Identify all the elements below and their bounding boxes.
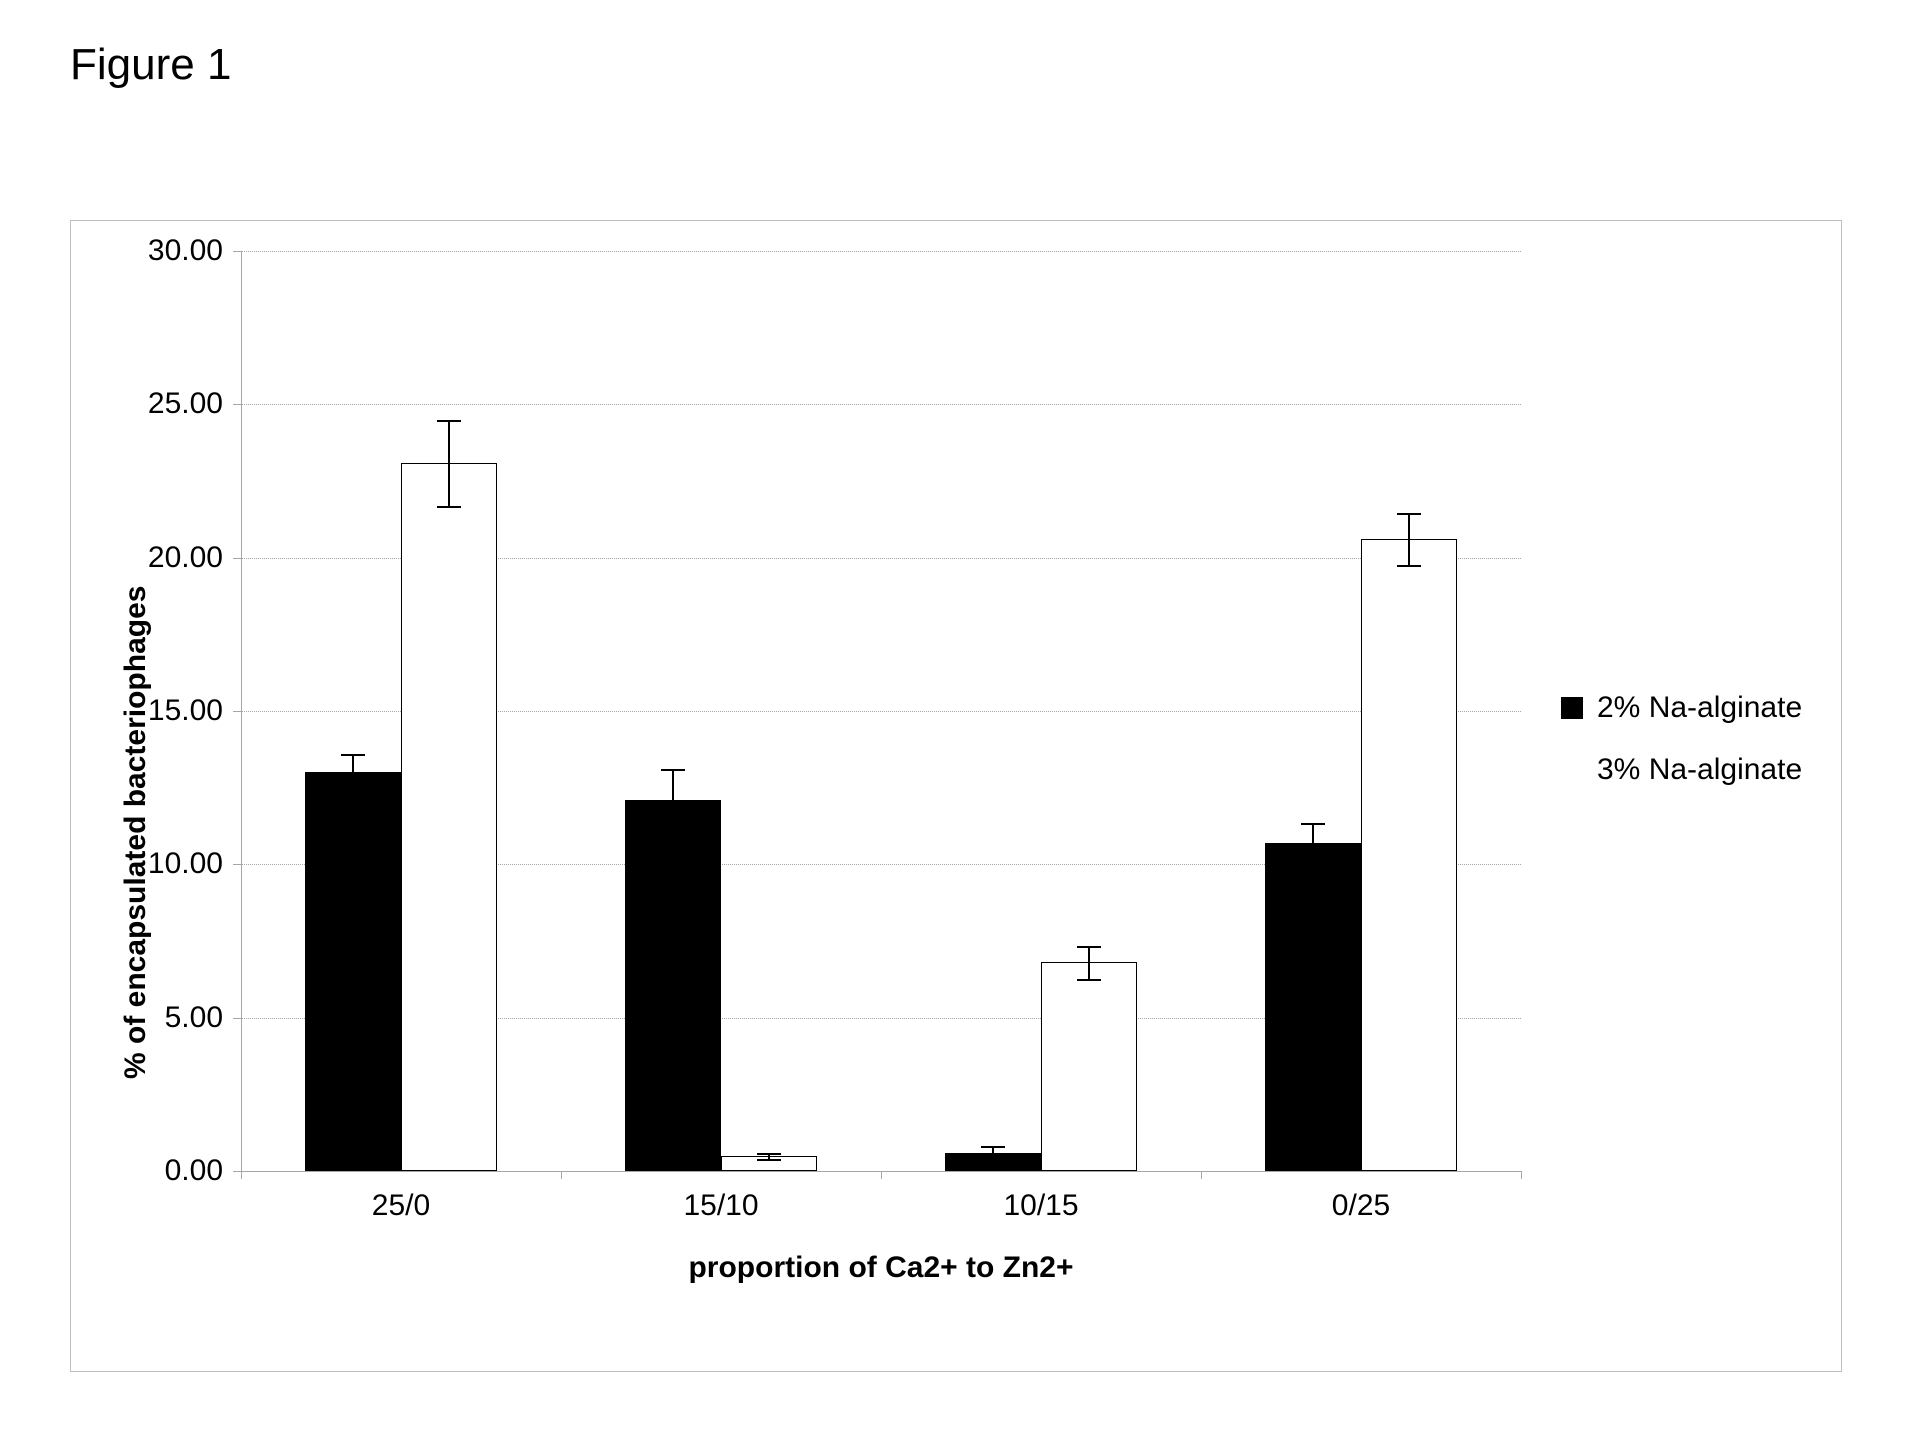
x-axis-title: proportion of Ca2+ to Zn2+ xyxy=(241,1251,1521,1285)
bar xyxy=(1265,843,1361,1171)
y-tick-mark xyxy=(233,404,241,405)
error-cap xyxy=(1301,863,1325,865)
error-cap xyxy=(437,506,461,508)
y-tick-mark xyxy=(233,251,241,252)
x-tick-mark xyxy=(881,1171,882,1179)
error-cap xyxy=(757,1159,781,1161)
error-bar xyxy=(1408,513,1410,565)
chart-frame: % of encapsulated bacteriophages 0.005.0… xyxy=(70,220,1842,1372)
plot-area xyxy=(241,251,1521,1171)
error-bar xyxy=(672,769,674,830)
gridline xyxy=(241,404,1521,405)
x-category-label: 15/10 xyxy=(683,1189,758,1223)
y-tick-label: 20.00 xyxy=(71,541,223,575)
x-tick-mark xyxy=(241,1171,242,1179)
error-cap xyxy=(1301,823,1325,825)
x-category-label: 10/15 xyxy=(1003,1189,1078,1223)
y-tick-label: 0.00 xyxy=(71,1154,223,1188)
error-cap xyxy=(981,1146,1005,1148)
error-cap xyxy=(341,791,365,793)
y-tick-mark xyxy=(233,1018,241,1019)
y-tick-mark xyxy=(233,558,241,559)
y-tick-label: 5.00 xyxy=(71,1001,223,1035)
error-cap xyxy=(1077,946,1101,948)
bar xyxy=(1361,539,1457,1171)
error-cap xyxy=(661,769,685,771)
legend-label: 2% Na-alginate xyxy=(1597,691,1802,725)
error-cap xyxy=(661,831,685,833)
legend-item: 3% Na-alginate xyxy=(1561,753,1802,787)
error-cap xyxy=(981,1159,1005,1161)
error-bar xyxy=(448,420,450,506)
legend-swatch-icon xyxy=(1561,697,1583,719)
x-category-label: 0/25 xyxy=(1332,1189,1390,1223)
gridline xyxy=(241,251,1521,252)
figure-caption: Figure 1 xyxy=(70,40,231,90)
error-bar xyxy=(1312,823,1314,863)
error-cap xyxy=(1397,565,1421,567)
x-tick-mark xyxy=(1521,1171,1522,1179)
bar xyxy=(305,772,401,1171)
legend-swatch-icon xyxy=(1561,759,1583,781)
x-category-label: 25/0 xyxy=(372,1189,430,1223)
legend: 2% Na-alginate 3% Na-alginate xyxy=(1561,691,1802,815)
y-tick-label: 25.00 xyxy=(71,387,223,421)
y-tick-mark xyxy=(233,711,241,712)
page: Figure 1 % of encapsulated bacteriophage… xyxy=(0,0,1911,1436)
y-tick-label: 30.00 xyxy=(71,234,223,268)
y-axis-line xyxy=(241,251,242,1171)
error-cap xyxy=(341,754,365,756)
legend-item: 2% Na-alginate xyxy=(1561,691,1802,725)
error-bar xyxy=(1088,946,1090,980)
error-cap xyxy=(1397,513,1421,515)
legend-label: 3% Na-alginate xyxy=(1597,753,1802,787)
error-cap xyxy=(757,1153,781,1155)
error-cap xyxy=(437,420,461,422)
bar xyxy=(1041,962,1137,1171)
y-tick-mark xyxy=(233,864,241,865)
y-tick-label: 10.00 xyxy=(71,847,223,881)
x-tick-mark xyxy=(561,1171,562,1179)
bar xyxy=(401,463,497,1171)
x-tick-mark xyxy=(1201,1171,1202,1179)
y-tick-label: 15.00 xyxy=(71,694,223,728)
y-tick-mark xyxy=(233,1171,241,1172)
error-bar xyxy=(352,754,354,791)
error-cap xyxy=(1077,979,1101,981)
bar xyxy=(625,800,721,1171)
